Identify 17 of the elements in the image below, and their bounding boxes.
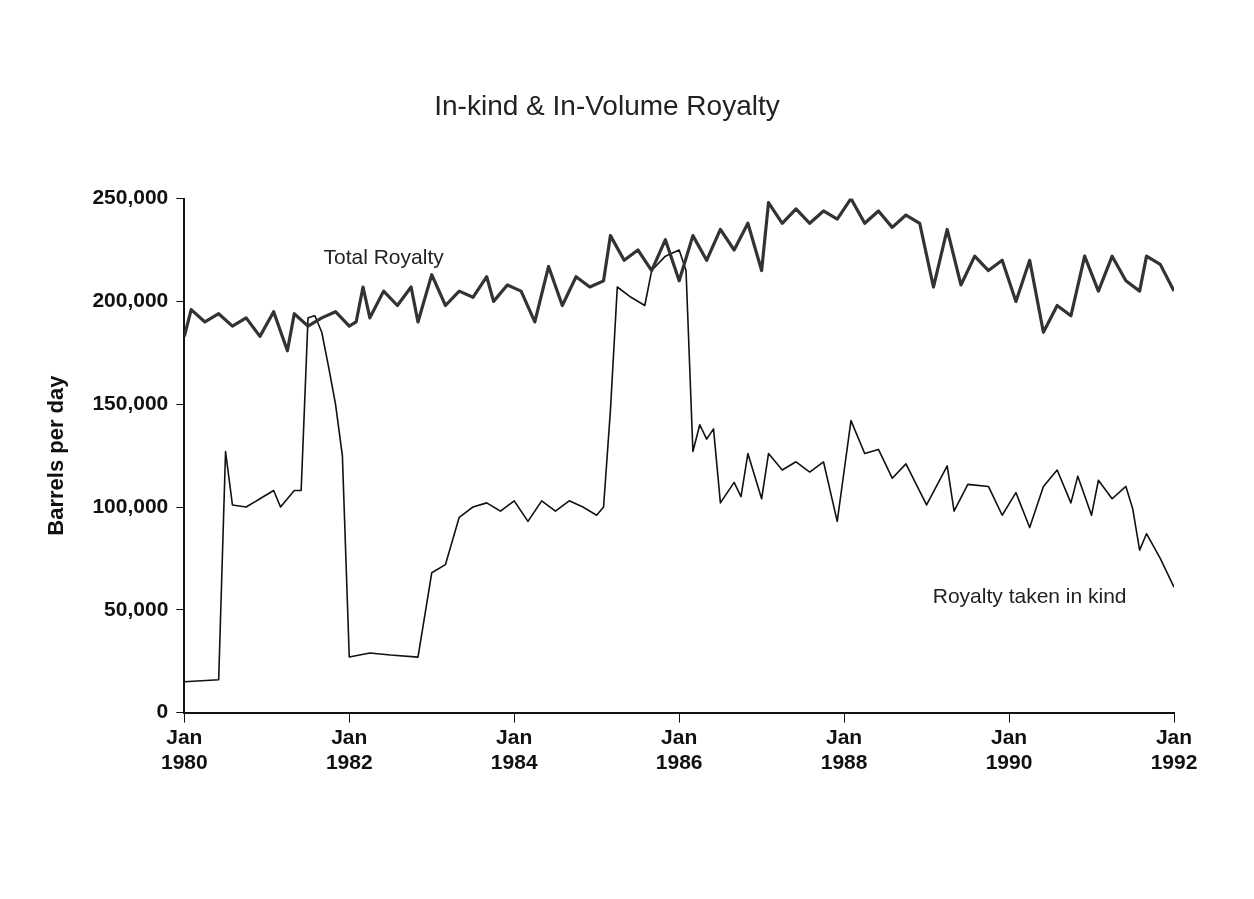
y-tick-label: 200,000 [92,288,169,312]
series-label: Royalty taken in kind [932,584,1127,608]
chart-title: In-kind & In-Volume Royalty [434,89,780,121]
y-tick-label: 0 [156,699,169,723]
y-tick-label: 150,000 [92,391,169,414]
x-tick-label: Jan 1986 [655,725,703,774]
y-tick-label: 50,000 [104,596,169,620]
x-tick-label: Jan 1982 [325,725,373,774]
x-tick-label: Jan 1980 [160,725,208,774]
x-tick-label: Jan 1990 [985,725,1033,774]
series-label: Total Royalty [323,245,445,269]
x-tick-label: Jan 1984 [490,725,538,774]
y-axis-title: Barrels per day [43,374,69,536]
y-tick-label: 100,000 [92,493,169,517]
y-tick-label: 250,000 [92,185,169,209]
x-tick-label: Jan 1988 [820,725,868,774]
x-tick-label: Jan 1992 [1150,725,1198,774]
